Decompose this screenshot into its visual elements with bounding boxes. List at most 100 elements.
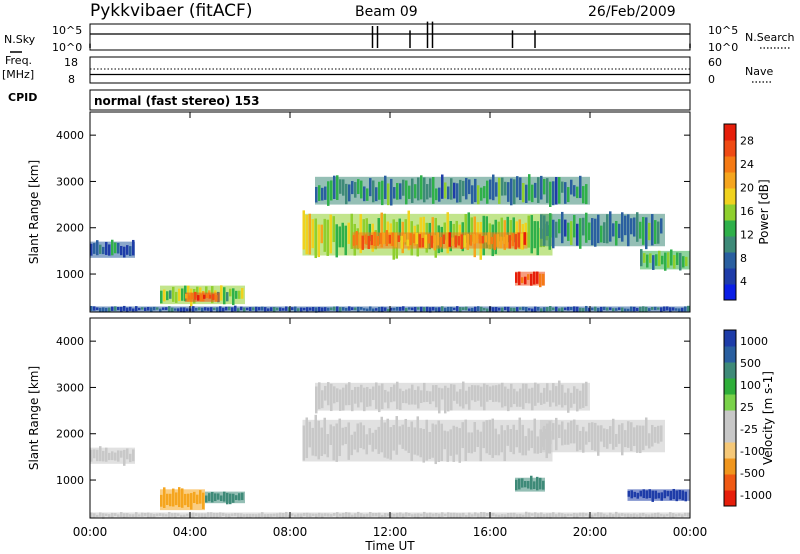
power-echo-cell [684,306,687,312]
colorbar-swatch [724,442,736,459]
colorbar-tick-label: 100 [740,379,761,392]
power-echo-cell [135,306,138,312]
power-echo-cell [391,232,394,246]
colorbar-tick-label: 12 [740,228,754,241]
power-echo-cell [542,273,545,286]
velocity-echo-cell [498,384,501,403]
velocity-echo-cell [486,513,489,516]
power-echo-cell [423,307,426,312]
velocity-echo-cell [561,513,564,518]
colorbar-tick-label: 16 [740,205,754,218]
power-echo-cell [615,220,618,246]
power-echo-cell [645,306,648,313]
power-echo-cell [489,179,492,200]
nave-label: Nave [745,65,773,78]
power-echo-cell [549,213,552,238]
power-echo-cell [456,183,459,203]
power-echo-cell [303,307,306,311]
power-echo-cell [514,234,517,250]
power-echo-cell [426,184,429,200]
velocity-echo-cell [249,513,252,518]
velocity-echo-cell [177,513,180,517]
velocity-echo-cell [524,481,527,488]
power-echo-cell [483,186,486,199]
power-echo-cell [495,306,498,312]
power-echo-cell [555,176,558,205]
power-echo-cell [384,175,387,200]
power-echo-cell [96,240,99,256]
velocity-echo-cell [528,388,531,404]
velocity-echo-cell [196,494,199,505]
velocity-echo-cell [417,386,420,409]
velocity-echo-cell [308,421,311,448]
power-echo-cell [498,177,501,204]
velocity-echo-cell [516,514,519,518]
colorbar-swatch [724,236,736,253]
velocity-echo-cell [108,452,111,461]
velocity-echo-cell [156,513,159,517]
velocity-echo-cell [542,480,545,490]
velocity-echo-cell [621,423,624,456]
nave-ytick-bottom: 0 [708,73,715,86]
power-echo-cell [685,256,688,267]
power-echo-cell [594,306,597,311]
power-echo-cell [336,175,339,201]
velocity-echo-cell [431,423,434,458]
power-echo-cell [465,306,468,311]
velocity-echo-cell [506,425,509,446]
velocity-echo-cell [105,513,108,517]
power-echo-cell [108,307,111,313]
power-echo-cell [341,222,344,248]
power-echo-cell [655,254,658,266]
power-echo-cell [429,178,432,198]
velocity-echo-cell [211,491,214,503]
velocity-echo-cell [366,386,369,407]
velocity-echo-cell [597,512,600,517]
power-echo-cell [282,308,285,311]
power-echo-cell [576,186,579,199]
velocity-echo-cell [630,422,633,452]
velocity-echo-cell [147,512,150,518]
power-echo-cell [390,307,393,311]
power-echo-cell [383,213,386,244]
velocity-echo-cell [639,490,642,497]
velocity-echo-cell [651,490,654,502]
velocity-echo-cell [318,512,321,517]
power-echo-cell [540,308,543,312]
velocity-echo-cell [368,428,371,445]
power-echo-cell [462,307,465,311]
velocity-echo-cell [333,386,336,404]
power-echo-cell [558,308,561,312]
velocity-echo-cell [324,513,327,517]
velocity-echo-cell [238,493,241,501]
freq-ytick-top: 18 [64,56,78,69]
velocity-echo-cell [657,492,660,499]
velocity-echo-cell [624,430,627,448]
velocity-echo-cell [533,418,536,454]
power-echo-cell [645,217,648,250]
power-echo-cell [352,235,355,246]
velocity-echo-cell [214,493,217,502]
velocity-echo-cell [99,446,102,462]
power-echo-cell [573,306,576,312]
velocity-echo-cell [501,514,504,517]
power-colorbar-label: Power [dB] [757,179,771,244]
power-echo-cell [387,308,390,312]
power-echo-cell [398,218,401,241]
velocity-echo-cell [378,512,381,518]
velocity-echo-cell [216,512,219,519]
power-echo-cell [496,234,499,247]
velocity-echo-cell [171,513,174,517]
velocity-echo-cell [357,386,360,408]
velocity-echo-cell [279,512,282,518]
velocity-echo-cell [360,384,363,403]
velocity-echo-cell [468,512,471,518]
velocity-echo-cell [648,514,651,518]
power-echo-cell [123,246,126,258]
colorbar-swatch [724,268,736,285]
power-echo-cell [579,218,582,249]
power-echo-cell [393,187,396,199]
velocity-echo-cell [258,513,261,518]
power-echo-cell [658,250,661,267]
colorbar-swatch [724,252,736,269]
